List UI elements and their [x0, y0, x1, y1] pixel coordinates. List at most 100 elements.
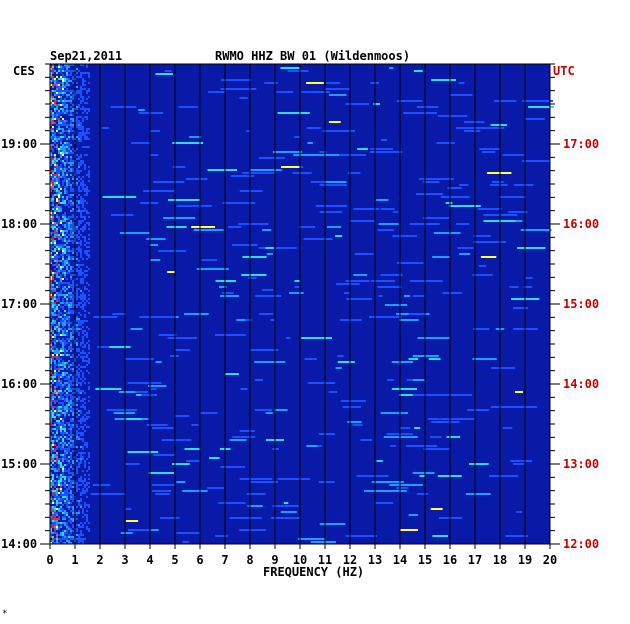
spectral-cell — [82, 336, 84, 338]
spectral-cell — [78, 312, 80, 314]
spectral-cell — [86, 136, 88, 138]
spectral-cell — [58, 128, 60, 130]
spectral-cell — [60, 108, 62, 110]
spectral-cell — [72, 388, 74, 390]
spectral-cell — [80, 254, 82, 256]
spectral-cell — [54, 524, 56, 526]
spectral-cell — [60, 160, 62, 162]
spectral-cell — [52, 298, 54, 300]
spectral-cell — [58, 484, 60, 486]
spectral-cell — [76, 248, 78, 250]
spectral-cell — [62, 492, 64, 494]
spectral-cell — [62, 534, 64, 536]
spectral-cell — [52, 78, 54, 80]
spectral-cell — [76, 172, 78, 174]
spectral-cell — [66, 316, 68, 318]
spectral-cell — [52, 180, 54, 182]
spectral-cell — [66, 318, 68, 320]
spectral-cell — [62, 510, 64, 512]
spectral-streak — [207, 487, 225, 489]
spectral-cell — [56, 460, 58, 462]
spectral-cell — [64, 362, 66, 364]
spectral-cell — [66, 224, 68, 226]
spectral-streak — [270, 319, 276, 321]
spectral-streak — [125, 520, 139, 522]
spectral-cell — [80, 280, 82, 282]
spectral-cell — [60, 236, 62, 238]
spectral-cell — [56, 426, 58, 428]
spectral-cell — [80, 306, 82, 308]
spectral-cell — [64, 158, 66, 160]
spectral-streak — [315, 205, 348, 207]
spectral-cell — [86, 190, 88, 192]
spectral-cell — [68, 138, 70, 140]
spectral-cell — [68, 460, 70, 462]
spectral-cell — [62, 326, 64, 328]
spectral-cell — [86, 146, 88, 148]
spectral-streak — [431, 421, 460, 423]
spectral-cell — [76, 86, 78, 88]
spectral-cell — [88, 506, 90, 508]
spectral-cell — [68, 438, 70, 440]
spectral-cell — [62, 288, 64, 290]
spectral-cell — [52, 302, 54, 304]
spectral-cell — [54, 336, 56, 338]
spectral-streak — [335, 367, 342, 369]
spectral-cell — [56, 248, 58, 250]
spectral-cell — [52, 222, 54, 224]
spectral-cell — [78, 248, 80, 250]
spectral-cell — [50, 238, 52, 240]
spectral-cell — [54, 512, 56, 514]
spectral-streak — [118, 391, 146, 393]
spectral-cell — [78, 524, 80, 526]
spectral-cell — [64, 318, 66, 320]
spectral-streak — [130, 328, 143, 330]
spectral-cell — [88, 462, 90, 464]
spectral-cell — [66, 138, 68, 140]
spectral-cell — [76, 484, 78, 486]
spectral-streak — [391, 361, 413, 363]
spectral-cell — [78, 304, 80, 306]
spectral-cell — [60, 418, 62, 420]
spectral-streak — [370, 148, 393, 150]
spectral-cell — [70, 136, 72, 138]
spectral-cell — [70, 170, 72, 172]
spectral-streak — [328, 94, 347, 96]
spectral-streak — [172, 463, 190, 465]
spectral-cell — [52, 286, 54, 288]
spectral-cell — [50, 502, 52, 504]
spectral-cell — [58, 260, 60, 262]
spectral-cell — [60, 120, 62, 122]
spectral-cell — [54, 174, 56, 176]
spectral-cell — [68, 390, 70, 392]
spectral-streak — [348, 172, 361, 174]
spectral-cell — [60, 430, 62, 432]
spectral-cell — [70, 224, 72, 226]
right-zone-label: UTC — [553, 64, 575, 78]
spectral-cell — [72, 188, 74, 190]
spectral-cell — [84, 238, 86, 240]
spectral-cell — [68, 136, 70, 138]
spectral-cell — [66, 112, 68, 114]
spectral-cell — [60, 490, 62, 492]
spectral-cell — [50, 438, 52, 440]
spectral-cell — [60, 380, 62, 382]
spectral-cell — [82, 200, 84, 202]
spectral-cell — [82, 398, 84, 400]
spectral-cell — [72, 258, 74, 260]
spectral-cell — [50, 164, 52, 166]
spectral-cell — [62, 250, 64, 252]
spectral-cell — [62, 468, 64, 470]
spectral-streak — [357, 148, 368, 150]
spectral-cell — [52, 322, 54, 324]
spectral-cell — [82, 448, 84, 450]
spectral-cell — [70, 342, 72, 344]
spectral-cell — [52, 376, 54, 378]
spectral-cell — [58, 396, 60, 398]
spectral-cell — [72, 362, 74, 364]
spectral-cell — [78, 264, 80, 266]
spectral-cell — [70, 228, 72, 230]
spectral-cell — [58, 428, 60, 430]
spectral-streak — [489, 184, 508, 186]
spectral-streak — [176, 481, 186, 483]
